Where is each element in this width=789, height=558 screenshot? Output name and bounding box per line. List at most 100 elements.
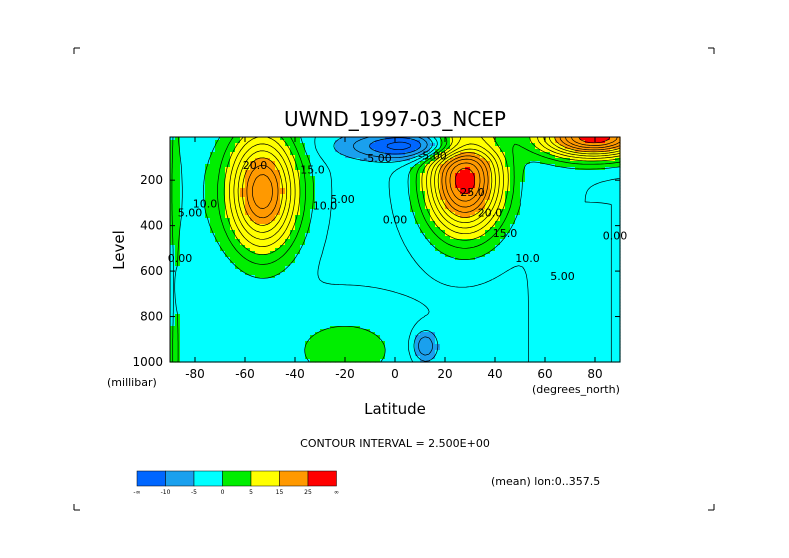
field-cell	[185, 170, 191, 174]
field-cell	[500, 221, 506, 225]
field-cell	[415, 182, 421, 186]
field-cell	[345, 266, 351, 270]
field-cell	[380, 161, 386, 165]
field-cell	[470, 215, 476, 219]
field-cell	[315, 353, 321, 357]
field-cell	[270, 305, 276, 309]
field-cell	[190, 212, 196, 216]
field-cell	[185, 242, 191, 246]
field-cell	[395, 257, 401, 261]
field-cell	[190, 284, 196, 288]
field-cell	[385, 248, 391, 252]
field-cell	[495, 230, 501, 234]
field-cell	[185, 215, 191, 219]
field-cell	[465, 218, 471, 222]
field-cell	[245, 341, 251, 345]
field-cell	[405, 269, 411, 273]
field-cell	[340, 218, 346, 222]
field-cell	[260, 317, 266, 321]
field-cell	[400, 185, 406, 189]
field-cell	[390, 344, 396, 348]
field-cell	[420, 341, 426, 345]
field-cell	[245, 266, 251, 270]
field-cell	[180, 146, 186, 150]
field-cell	[220, 257, 226, 261]
field-cell	[470, 326, 476, 330]
field-cell	[440, 293, 446, 297]
field-cell	[195, 167, 201, 171]
field-cell	[345, 212, 351, 216]
field-cell	[320, 293, 326, 297]
field-cell	[270, 218, 276, 222]
field-cell	[325, 221, 331, 225]
field-cell	[440, 227, 446, 231]
field-cell	[475, 197, 481, 201]
field-cell	[375, 164, 381, 168]
field-cell	[475, 257, 481, 261]
field-cell	[410, 233, 416, 237]
field-cell	[285, 350, 291, 354]
field-cell	[370, 317, 376, 321]
field-cell	[195, 326, 201, 330]
field-cell	[460, 353, 466, 357]
field-cell	[245, 242, 251, 246]
field-cell	[475, 215, 481, 219]
field-cell	[235, 329, 241, 333]
field-cell	[295, 350, 301, 354]
field-cell	[345, 251, 351, 255]
field-cell	[335, 299, 341, 303]
field-cell	[475, 326, 481, 330]
field-cell	[425, 188, 431, 192]
field-cell	[355, 161, 361, 165]
field-cell	[485, 299, 491, 303]
field-cell	[415, 323, 421, 327]
field-cell	[265, 161, 271, 165]
field-cell	[270, 239, 276, 243]
field-cell	[450, 227, 456, 231]
field-cell	[260, 191, 266, 195]
field-cell	[360, 200, 366, 204]
field-cell	[450, 296, 456, 300]
field-cell	[180, 251, 186, 255]
field-cell	[325, 170, 331, 174]
field-cell	[315, 149, 321, 153]
field-cell	[290, 155, 296, 159]
field-cell	[255, 344, 261, 348]
field-cell	[390, 299, 396, 303]
field-cell	[345, 218, 351, 222]
field-cell	[285, 314, 291, 318]
field-cell	[225, 197, 231, 201]
field-cell	[195, 161, 201, 165]
field-cell	[305, 335, 311, 339]
field-cell	[250, 155, 256, 159]
field-cell	[215, 230, 221, 234]
field-cell	[170, 311, 176, 315]
field-cell	[230, 350, 236, 354]
field-cell	[420, 185, 426, 189]
field-cell	[395, 164, 401, 168]
field-cell	[345, 263, 351, 267]
field-cell	[490, 239, 496, 243]
field-cell	[465, 278, 471, 282]
field-cell	[220, 290, 226, 294]
field-cell	[260, 296, 266, 300]
field-cell	[365, 230, 371, 234]
field-cell	[275, 173, 281, 177]
field-cell	[430, 287, 436, 291]
field-cell	[335, 275, 341, 279]
field-cell	[320, 305, 326, 309]
field-cell	[285, 296, 291, 300]
field-cell	[470, 191, 476, 195]
field-cell	[290, 353, 296, 357]
field-cell	[325, 215, 331, 219]
field-cell	[205, 359, 211, 363]
field-cell	[325, 251, 331, 255]
field-cell	[405, 284, 411, 288]
field-cell	[390, 245, 396, 249]
field-cell	[455, 296, 461, 300]
field-cell	[465, 194, 471, 198]
field-cell	[300, 347, 306, 351]
field-cell	[330, 341, 336, 345]
field-cell	[280, 206, 286, 210]
field-cell	[220, 227, 226, 231]
